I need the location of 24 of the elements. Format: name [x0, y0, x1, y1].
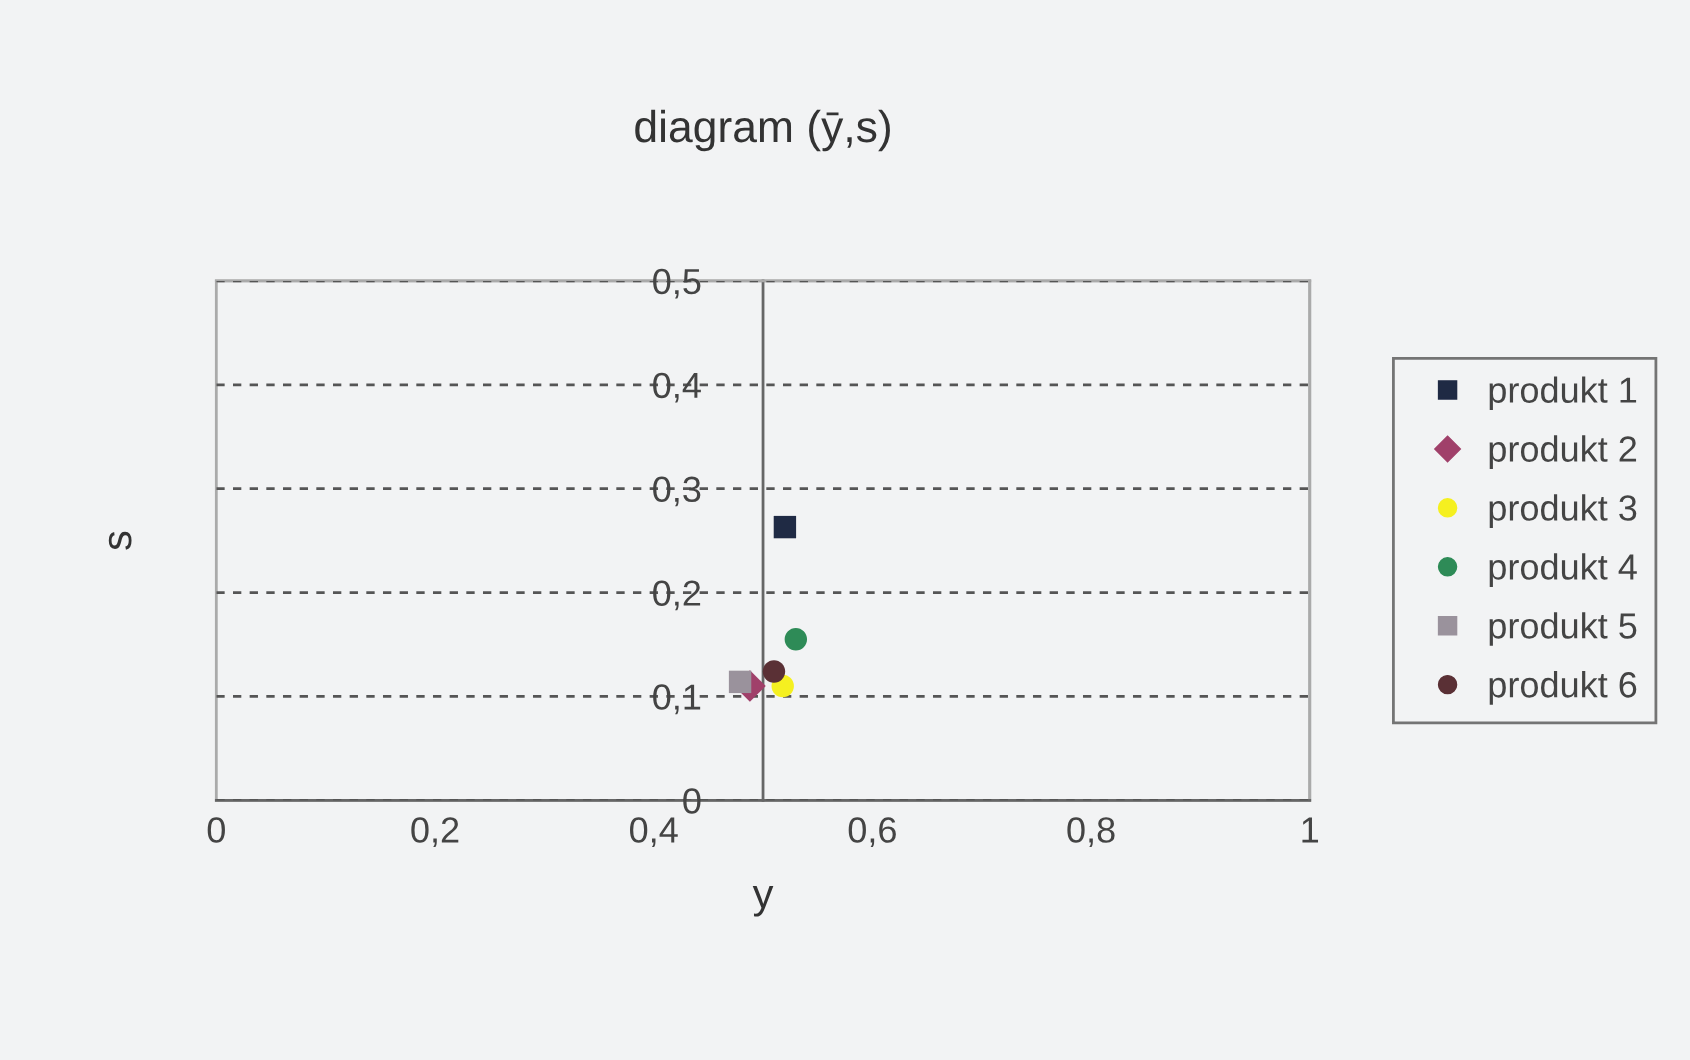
x-tick-label: 0,8 — [1067, 817, 1115, 848]
y-tick-label: 0,2 — [653, 580, 701, 611]
x-tick-label: 1 — [1302, 817, 1319, 843]
y-tick-label: 0,3 — [653, 476, 701, 507]
y-tick-label: 0,5 — [653, 268, 701, 299]
legend-label: produkt 4 — [1489, 553, 1637, 587]
x-axis-title: y — [752, 885, 774, 917]
x-tick-label: 0,2 — [411, 817, 459, 848]
y-axis-title: s — [108, 531, 132, 550]
point — [728, 670, 752, 694]
legend-label: produkt 3 — [1489, 494, 1637, 528]
y-tick-label: 0,1 — [653, 684, 701, 715]
legend-label: produkt 6 — [1489, 671, 1637, 705]
legend-label: produkt 5 — [1489, 612, 1637, 646]
chart-title: diagram (ȳ,s) — [635, 109, 890, 152]
x-tick-label: 0,6 — [848, 817, 896, 848]
y-tick-label: 0,4 — [653, 372, 701, 403]
x-tick-label: 0,4 — [630, 817, 678, 848]
legend-label: produkt 2 — [1489, 435, 1637, 470]
point — [784, 628, 808, 651]
legend-label: produkt 1 — [1489, 376, 1637, 411]
x-tick-label: 0 — [207, 817, 225, 843]
point — [762, 660, 786, 683]
point — [773, 515, 797, 539]
